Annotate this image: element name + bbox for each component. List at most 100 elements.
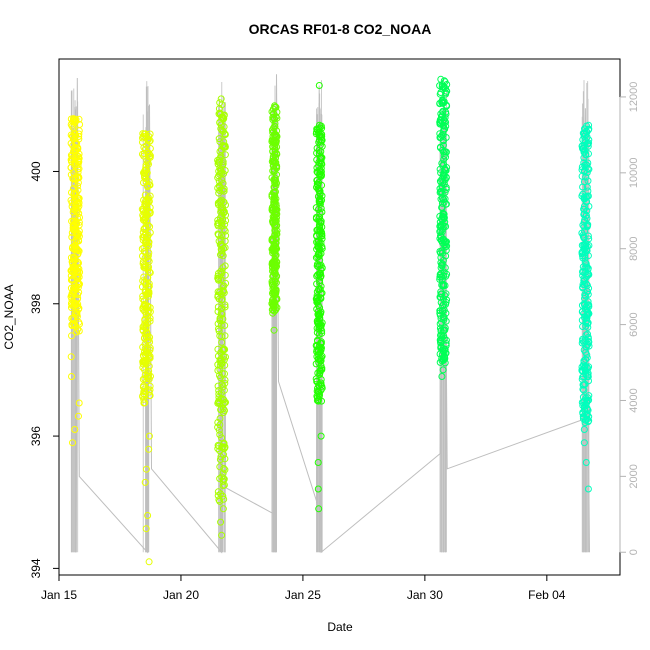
data-point: [272, 279, 280, 287]
data-point: [437, 259, 445, 267]
data-point: [436, 100, 444, 108]
data-point: [145, 249, 153, 257]
data-point: [141, 366, 148, 374]
data-point: [74, 291, 82, 299]
data-point: [440, 214, 448, 222]
data-point: [272, 261, 280, 269]
data-point: [318, 208, 326, 216]
data-point: [216, 357, 224, 365]
data-point-outlier: [145, 432, 153, 440]
data-point: [141, 214, 149, 222]
data-point: [214, 352, 222, 360]
data-point: [71, 226, 79, 234]
data-point: [439, 85, 447, 93]
data-point: [272, 239, 280, 247]
data-point: [74, 204, 82, 212]
data-point: [75, 247, 83, 255]
data-point-outlier: [142, 465, 150, 473]
data-point: [442, 246, 450, 254]
data-point: [443, 296, 451, 304]
data-point: [139, 260, 147, 268]
data-point: [438, 159, 446, 167]
data-point: [315, 393, 323, 400]
data-point: [214, 399, 222, 407]
data-point: [214, 320, 222, 328]
data-point: [315, 239, 323, 247]
data-point: [221, 262, 229, 270]
data-point: [314, 319, 322, 327]
data-point-outlier: [68, 373, 75, 380]
data-point: [580, 202, 588, 210]
data-point: [71, 310, 79, 318]
y2-tick-label: 6000: [628, 312, 640, 336]
data-point: [140, 273, 148, 281]
data-point: [313, 232, 320, 239]
data-point: [68, 189, 75, 196]
data-point: [216, 314, 224, 322]
data-point: [272, 235, 280, 243]
data-point: [218, 186, 226, 194]
data-point: [438, 247, 446, 255]
data-point: [268, 108, 276, 116]
series-rf04: [268, 102, 281, 334]
data-point: [145, 367, 153, 375]
data-point: [582, 161, 590, 168]
data-point: [214, 488, 222, 496]
data-point: [316, 371, 324, 378]
data-point: [68, 300, 75, 308]
data-point: [142, 324, 150, 332]
data-point: [72, 132, 80, 140]
data-point: [318, 352, 326, 360]
data-point-outlier: [144, 512, 152, 519]
data-point: [270, 124, 278, 132]
data-point: [145, 388, 153, 396]
data-point: [216, 99, 224, 107]
data-point: [74, 214, 82, 222]
data-point: [313, 126, 321, 134]
data-point: [144, 252, 152, 260]
data-point: [74, 232, 82, 239]
data-point: [146, 192, 154, 200]
data-point: [441, 243, 449, 251]
data-point: [143, 202, 151, 210]
data-point: [436, 336, 444, 344]
data-point: [579, 413, 587, 420]
data-point: [218, 222, 226, 230]
data-point: [579, 268, 586, 276]
data-point: [317, 379, 325, 387]
data-point: [271, 269, 279, 277]
data-point: [581, 416, 589, 424]
data-point: [272, 234, 280, 242]
data-point: [217, 490, 225, 498]
data-point: [584, 301, 592, 309]
data-point: [271, 146, 279, 154]
data-point: [220, 138, 228, 146]
data-point: [436, 189, 444, 196]
data-point: [217, 406, 225, 414]
data-point: [585, 235, 593, 243]
data-point: [215, 275, 223, 283]
y-tick-label: 394: [29, 558, 43, 578]
data-point: [221, 130, 229, 138]
data-point: [583, 133, 591, 141]
data-point: [273, 108, 281, 116]
data-point: [273, 150, 281, 157]
data-point: [584, 373, 592, 381]
data-point: [580, 211, 588, 218]
data-point-outlier: [75, 399, 83, 407]
data-point: [68, 315, 76, 322]
data-point: [315, 323, 323, 331]
data-point: [217, 267, 225, 275]
data-point: [442, 200, 450, 208]
data-point: [218, 268, 226, 276]
data-point: [218, 333, 226, 341]
data-point: [582, 355, 590, 363]
data-point: [72, 160, 80, 168]
data-point: [318, 124, 326, 132]
data-point: [580, 274, 588, 282]
data-point: [221, 407, 228, 414]
data-point: [222, 232, 230, 240]
data-point: [70, 206, 78, 214]
data-point: [318, 171, 325, 179]
data-point: [216, 170, 224, 178]
